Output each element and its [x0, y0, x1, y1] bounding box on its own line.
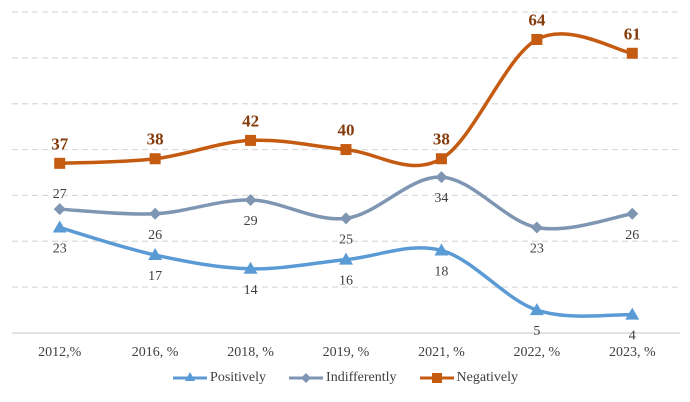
legend-item-negatively: Negatively — [419, 370, 518, 386]
data-point-positively — [52, 220, 67, 233]
data-point-positively — [243, 261, 258, 274]
diamond-marker-icon — [289, 373, 324, 383]
data-label-indifferently: 26 — [148, 228, 162, 243]
data-label-negatively: 40 — [338, 121, 355, 140]
data-point-indifferently — [340, 212, 352, 225]
data-label-positively: 23 — [53, 242, 67, 257]
legend-item-positively: Positively — [172, 370, 266, 386]
series-positively — [52, 220, 640, 320]
data-point-indifferently — [435, 171, 448, 184]
data-label-positively: 14 — [244, 283, 258, 298]
data-point-positively — [339, 252, 353, 265]
x-tick-label: 2023, % — [609, 345, 656, 360]
data-point-positively — [148, 248, 163, 261]
legend: Positively Indifferently Negatively — [0, 370, 690, 386]
x-axis: 2012,% 2016, % 2018, % 2019, % 2021, % 2022, … — [12, 332, 680, 360]
data-labels: 23 17 14 16 18 5 4 27 26 29 25 34 23 26 37 38 42 40 38 64 61 — [51, 11, 641, 344]
data-label-indifferently: 26 — [625, 228, 639, 243]
data-point-negatively — [531, 34, 543, 46]
data-label-indifferently: 27 — [53, 187, 67, 202]
data-point-positively — [434, 243, 449, 256]
data-point-indifferently — [53, 203, 66, 216]
data-label-indifferently: 29 — [244, 214, 258, 229]
data-label-positively: 16 — [339, 274, 353, 289]
data-point-indifferently — [244, 194, 257, 207]
data-label-negatively: 61 — [624, 24, 641, 43]
data-label-positively: 5 — [533, 324, 540, 339]
data-point-negatively — [245, 134, 257, 146]
legend-label: Indifferently — [326, 370, 397, 385]
x-tick-label: 2016, % — [132, 345, 179, 360]
data-label-negatively: 37 — [51, 134, 69, 153]
data-point-indifferently — [626, 207, 639, 220]
data-point-negatively — [340, 144, 352, 156]
data-point-negatively — [54, 157, 66, 169]
square-marker-icon — [419, 373, 454, 383]
x-tick-label: 2018, % — [227, 345, 274, 360]
data-label-negatively: 38 — [433, 130, 450, 149]
data-label-positively: 18 — [434, 264, 448, 279]
series-indifferently — [53, 171, 639, 234]
data-point-negatively — [435, 153, 447, 165]
legend-item-indifferently: Indifferently — [288, 370, 397, 386]
legend-label: Positively — [210, 370, 267, 385]
data-label-negatively: 64 — [528, 11, 546, 30]
data-point-negatively — [626, 47, 638, 59]
data-label-indifferently: 34 — [434, 191, 448, 206]
triangle-marker-icon — [173, 372, 208, 381]
data-label-negatively: 42 — [242, 111, 259, 130]
data-point-indifferently — [149, 207, 162, 220]
data-point-positively — [529, 303, 544, 316]
series-negatively — [54, 32, 638, 169]
data-label-indifferently: 23 — [530, 242, 544, 257]
data-label-positively: 17 — [148, 269, 162, 284]
x-tick-label: 2022, % — [514, 345, 561, 360]
data-point-negatively — [149, 153, 161, 165]
data-label-indifferently: 25 — [339, 232, 353, 247]
x-tick-label: 2019, % — [323, 345, 370, 360]
data-point-positively — [625, 307, 640, 320]
data-label-positively: 4 — [629, 329, 636, 344]
legend-label: Negatively — [456, 370, 518, 385]
data-label-negatively: 38 — [147, 130, 164, 149]
x-tick-label: 2012,% — [38, 345, 82, 360]
data-point-indifferently — [530, 221, 543, 234]
x-tick-label: 2021, % — [418, 345, 465, 360]
series-lines — [52, 32, 640, 320]
